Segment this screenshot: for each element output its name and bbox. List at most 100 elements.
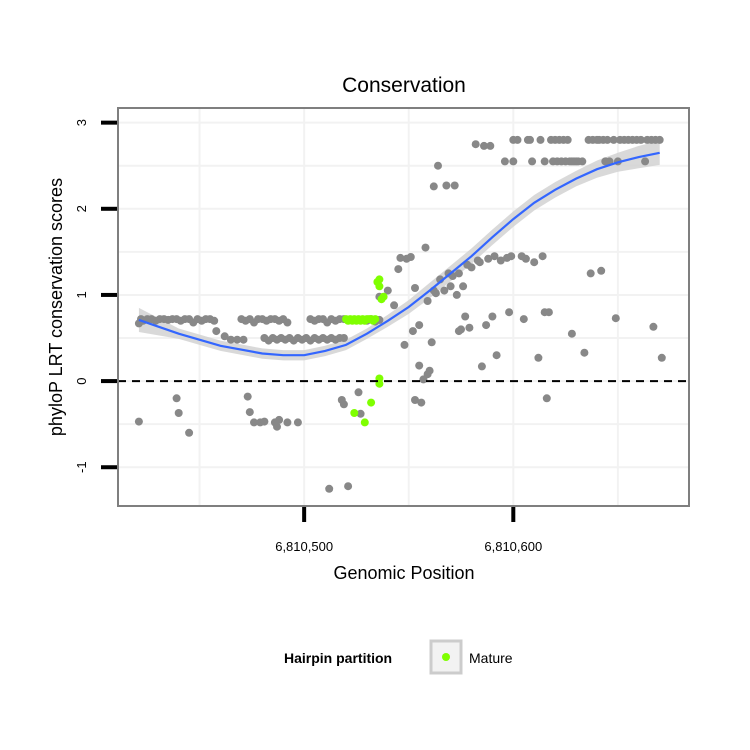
- data-point-other: [226, 335, 235, 344]
- data-point-other: [655, 135, 664, 144]
- fit-line-layer: [118, 151, 689, 383]
- data-point-other: [417, 398, 426, 407]
- data-point-other: [475, 258, 484, 267]
- data-point-other: [519, 315, 528, 324]
- x-tick-label: 6,810,500: [275, 539, 333, 554]
- data-point-other: [649, 322, 658, 331]
- data-point-other: [233, 335, 242, 344]
- data-point-other: [406, 253, 415, 261]
- data-point-other: [482, 321, 491, 330]
- data-point-other: [467, 263, 476, 272]
- data-point-other: [611, 314, 620, 323]
- data-point-other: [421, 243, 430, 252]
- data-point-other: [542, 394, 551, 403]
- data-point-other: [530, 258, 539, 267]
- axis-ticks: 6,810,500 6,810,600 -1 0 1 2 3: [74, 119, 542, 554]
- data-point-other: [250, 418, 258, 427]
- data-point-other: [603, 135, 612, 144]
- data-point-other: [563, 135, 572, 144]
- data-point-mature: [367, 398, 376, 407]
- data-point-other: [434, 161, 442, 170]
- data-point-other: [505, 308, 514, 317]
- data-point-other: [425, 366, 434, 375]
- data-point-other: [457, 325, 465, 334]
- chart-title: Conservation: [342, 74, 466, 97]
- data-point-other: [450, 181, 459, 190]
- data-point-other: [544, 308, 553, 317]
- data-point-other: [538, 252, 547, 261]
- x-tick-label: 6,810,600: [484, 539, 542, 554]
- data-point-other: [394, 265, 403, 274]
- data-point-other: [423, 297, 432, 305]
- data-point-other: [210, 316, 219, 325]
- data-point-other: [465, 323, 474, 332]
- data-point-other: [507, 252, 516, 261]
- data-point-other: [636, 135, 645, 144]
- y-tick-label: 0: [74, 377, 89, 384]
- data-point-other: [442, 181, 451, 190]
- data-point-other: [220, 332, 229, 341]
- data-point-other: [275, 415, 284, 424]
- data-point-other: [396, 253, 405, 262]
- plot-frame: [117, 107, 690, 507]
- data-point-other: [174, 409, 183, 417]
- data-point-other: [185, 428, 194, 437]
- data-point-other: [513, 135, 522, 144]
- data-point-other: [383, 286, 392, 295]
- data-point-other: [283, 418, 292, 427]
- data-point-other: [400, 340, 409, 349]
- data-point-other: [528, 157, 537, 166]
- data-point-other: [567, 329, 576, 338]
- data-point-other: [212, 327, 221, 336]
- data-point-other: [496, 256, 505, 265]
- data-point-other: [452, 290, 461, 299]
- data-point-other: [293, 418, 302, 427]
- data-point-other: [609, 135, 618, 144]
- data-point-mature: [379, 292, 388, 301]
- data-point-mature: [350, 409, 359, 417]
- data-point-other: [431, 289, 440, 298]
- data-point-other: [429, 182, 438, 191]
- data-point-other: [339, 400, 348, 409]
- data-point-other: [260, 417, 269, 426]
- data-point-other: [657, 353, 666, 362]
- data-point-other: [243, 392, 252, 401]
- grid-lines: [118, 108, 689, 506]
- data-point-other: [440, 286, 449, 295]
- data-point-other: [480, 141, 488, 150]
- data-point-mature: [375, 282, 384, 291]
- data-point-other: [390, 301, 399, 310]
- data-point-other: [580, 348, 589, 357]
- y-tick-label: 2: [74, 205, 89, 212]
- data-point-other: [411, 396, 419, 404]
- legend-label-mature: Mature: [469, 650, 513, 666]
- data-point-other: [344, 482, 353, 491]
- data-point-other: [415, 321, 424, 330]
- data-point-other: [500, 157, 509, 166]
- legend-key-mature: [442, 653, 450, 661]
- data-point-other: [408, 327, 417, 336]
- data-point-other: [534, 353, 543, 362]
- legend: Hairpin partition Mature: [284, 639, 513, 675]
- data-point-other: [339, 334, 348, 342]
- data-point-other: [586, 269, 595, 278]
- data-point-other: [509, 157, 518, 166]
- data-point-other: [172, 394, 181, 403]
- y-tick-label: 3: [74, 119, 89, 126]
- legend-key-box: [429, 639, 463, 675]
- data-point-other: [536, 135, 545, 144]
- data-point-other: [245, 408, 254, 417]
- data-point-other: [521, 254, 530, 263]
- data-point-other: [454, 269, 463, 278]
- data-point-other: [273, 422, 281, 431]
- data-point-mature: [371, 315, 380, 324]
- data-point-other: [492, 351, 501, 360]
- data-point-mature: [375, 275, 384, 284]
- data-point-other: [415, 361, 424, 370]
- data-point-other: [411, 284, 419, 292]
- data-point-other: [356, 409, 365, 418]
- y-tick-label: 1: [74, 291, 89, 298]
- data-point-other: [471, 140, 480, 149]
- data-point-other: [540, 157, 549, 166]
- data-point-other: [134, 417, 143, 426]
